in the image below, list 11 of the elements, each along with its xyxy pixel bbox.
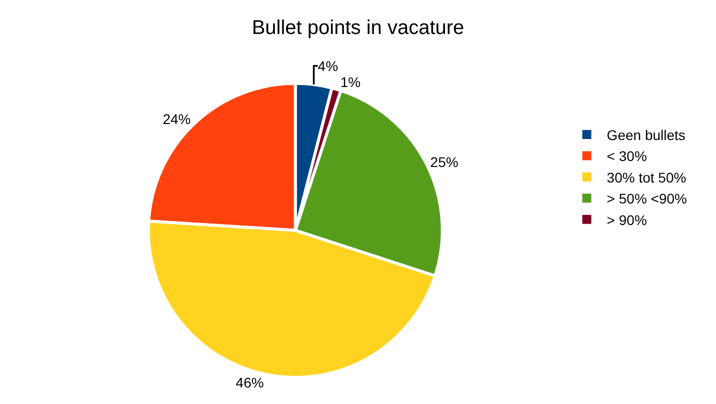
- legend-label: 30% tot 50%: [606, 169, 686, 186]
- legend-label: Geen bullets: [606, 126, 686, 143]
- data-label: 4%: [318, 58, 338, 74]
- legend-label: > 90%: [606, 212, 647, 228]
- data-label: 25%: [430, 154, 458, 170]
- data-label: 46%: [236, 374, 264, 390]
- legend-label: > 50% <90%: [606, 190, 687, 207]
- data-label: 1%: [340, 74, 361, 90]
- chart-title: Bullet points in vacature: [252, 17, 464, 40]
- legend-label: < 30%: [606, 148, 647, 164]
- data-label: 24%: [162, 110, 191, 127]
